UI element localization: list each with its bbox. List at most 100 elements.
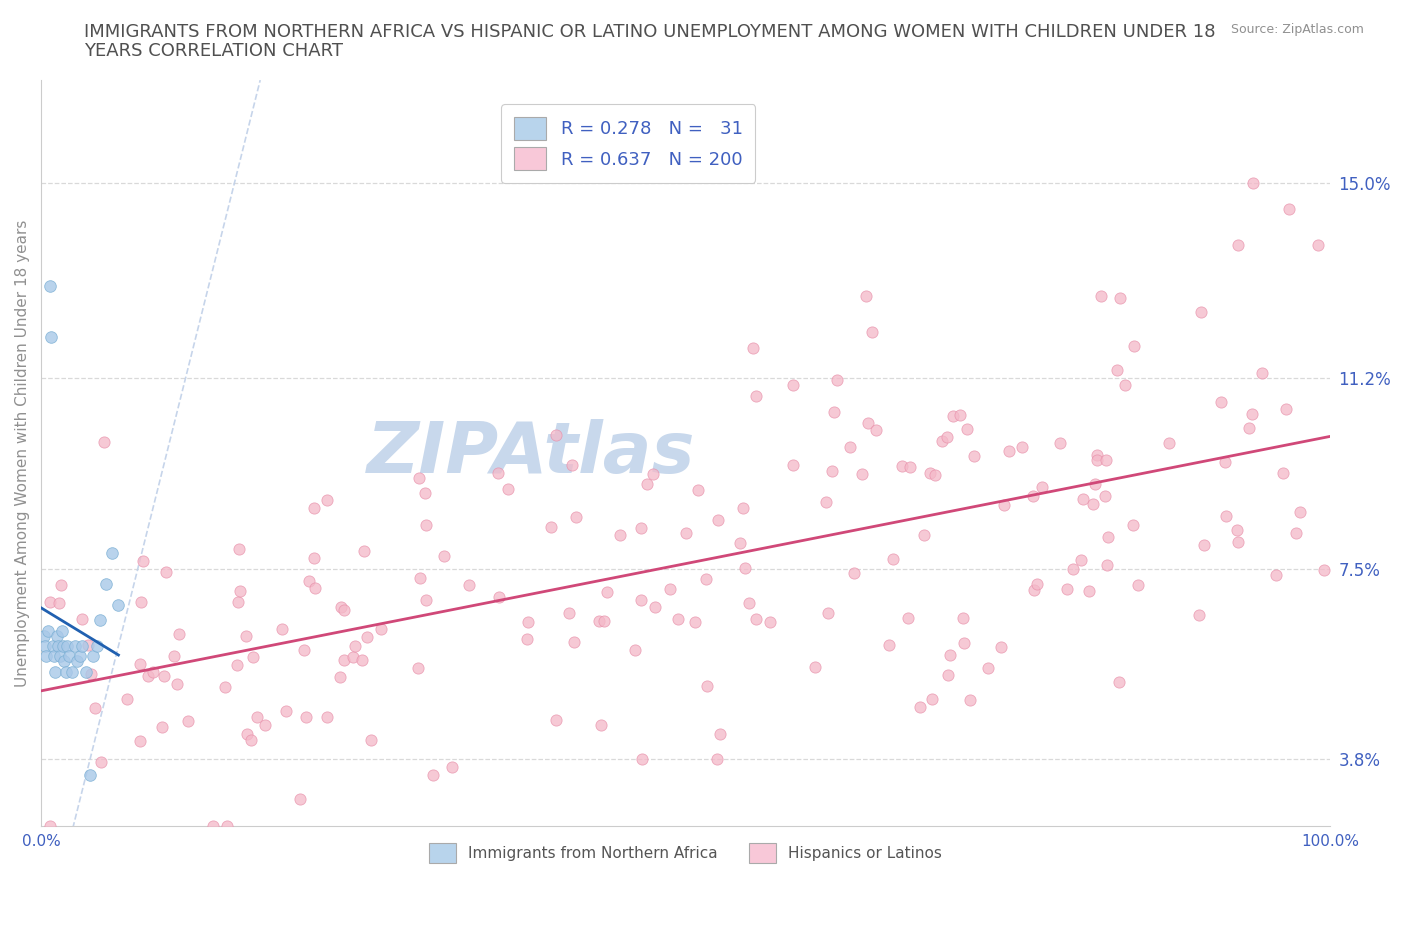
- Point: [912, 527, 935, 542]
- Point: [70, 611, 93, 626]
- Point: [422, 767, 444, 782]
- Point: [84, 700, 107, 715]
- Point: [630, 521, 652, 536]
- Point: [1288, 505, 1310, 520]
- Point: [150, 719, 173, 734]
- Point: [302, 551, 325, 565]
- Point: [52, 639, 75, 654]
- Point: [842, 565, 865, 580]
- Point: [953, 635, 976, 650]
- Point: [1011, 439, 1033, 454]
- Point: [949, 407, 972, 422]
- Point: [1056, 581, 1078, 596]
- Point: [225, 658, 247, 672]
- Point: [1313, 563, 1336, 578]
- Point: [709, 727, 731, 742]
- Point: [731, 500, 754, 515]
- Point: [132, 553, 155, 568]
- Point: [107, 597, 129, 612]
- Text: IMMIGRANTS FROM NORTHERN AFRICA VS HISPANIC OR LATINO UNEMPLOYMENT AMONG WOMEN W: IMMIGRANTS FROM NORTHERN AFRICA VS HISPA…: [84, 23, 1216, 41]
- Point: [706, 512, 728, 527]
- Point: [734, 561, 756, 576]
- Point: [630, 592, 652, 607]
- Point: [155, 565, 177, 579]
- Point: [998, 444, 1021, 458]
- Point: [609, 527, 631, 542]
- Point: [89, 613, 111, 628]
- Point: [55, 664, 77, 679]
- Point: [94, 577, 117, 591]
- Point: [644, 599, 666, 614]
- Point: [51, 578, 73, 592]
- Point: [1128, 578, 1150, 592]
- Point: [58, 649, 80, 664]
- Point: [675, 526, 697, 541]
- Point: [228, 594, 250, 609]
- Point: [823, 405, 845, 419]
- Point: [486, 465, 509, 480]
- Point: [1275, 401, 1298, 416]
- Point: [814, 495, 837, 510]
- Point: [316, 710, 339, 724]
- Point: [817, 605, 839, 620]
- Point: [41, 639, 63, 654]
- Point: [167, 627, 190, 642]
- Point: [32, 629, 55, 644]
- Point: [488, 590, 510, 604]
- Point: [329, 670, 352, 684]
- Point: [330, 599, 353, 614]
- Point: [82, 649, 104, 664]
- Point: [228, 541, 250, 556]
- Point: [86, 639, 108, 654]
- Point: [659, 581, 682, 596]
- Point: [215, 818, 238, 833]
- Point: [304, 580, 326, 595]
- Point: [564, 634, 586, 649]
- Point: [882, 551, 904, 566]
- Point: [741, 340, 763, 355]
- Point: [921, 691, 943, 706]
- Point: [631, 751, 654, 766]
- Point: [738, 595, 761, 610]
- Point: [177, 713, 200, 728]
- Point: [295, 710, 318, 724]
- Point: [1189, 304, 1212, 319]
- Point: [246, 710, 269, 724]
- Point: [546, 427, 568, 442]
- Point: [75, 664, 97, 679]
- Point: [956, 422, 979, 437]
- Point: [695, 571, 717, 586]
- Point: [415, 517, 437, 532]
- Point: [918, 465, 941, 480]
- Point: [496, 482, 519, 497]
- Point: [292, 643, 315, 658]
- Point: [63, 639, 86, 654]
- Point: [344, 638, 367, 653]
- Text: ZIPAtlas: ZIPAtlas: [367, 418, 695, 487]
- Point: [370, 621, 392, 636]
- Point: [79, 667, 101, 682]
- Point: [129, 734, 152, 749]
- Point: [152, 669, 174, 684]
- Point: [441, 760, 464, 775]
- Point: [39, 278, 62, 293]
- Point: [595, 584, 617, 599]
- Point: [931, 433, 953, 448]
- Point: [1022, 489, 1045, 504]
- Point: [855, 288, 877, 303]
- Point: [1084, 476, 1107, 491]
- Point: [48, 595, 70, 610]
- Point: [851, 466, 873, 481]
- Point: [49, 649, 72, 664]
- Point: [333, 653, 356, 668]
- Legend: Immigrants from Northern Africa, Hispanics or Latinos: Immigrants from Northern Africa, Hispani…: [422, 836, 950, 870]
- Point: [1241, 176, 1264, 191]
- Point: [229, 583, 252, 598]
- Point: [406, 660, 429, 675]
- Point: [115, 692, 138, 707]
- Point: [1078, 583, 1101, 598]
- Point: [516, 631, 538, 646]
- Point: [360, 733, 382, 748]
- Point: [1188, 607, 1211, 622]
- Point: [415, 592, 437, 607]
